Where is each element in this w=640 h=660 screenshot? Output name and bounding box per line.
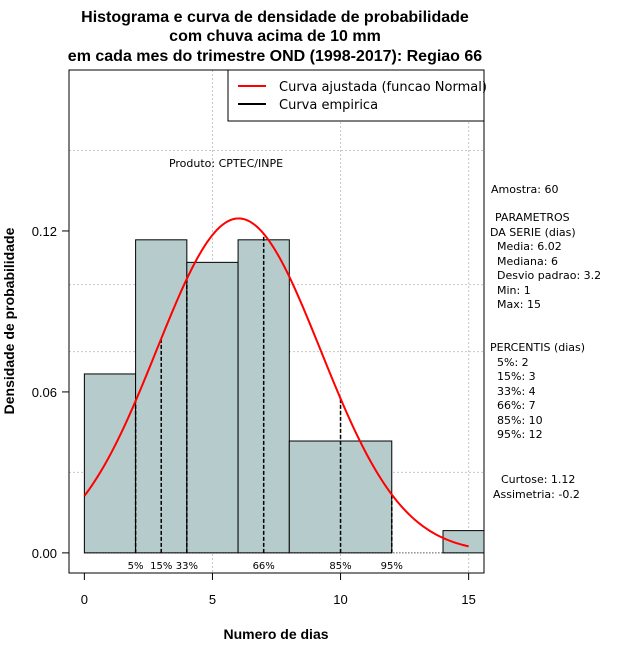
chart-title-line-3: em cada mes do trimestre OND (1998-2017)…	[68, 48, 483, 65]
percentil-95: 95%: 12	[497, 428, 543, 441]
percentil-33: 33%: 4	[497, 385, 536, 398]
kurtosis: Curtose: 1.12	[501, 473, 575, 486]
y-tick-label: 0.00	[32, 546, 57, 561]
legend: Curva ajustada (funcao Normal) Curva emp…	[227, 69, 487, 122]
percentile-lines: 5% 15% 33% 66% 85% 95%	[128, 233, 403, 572]
legend-label-normal: Curva ajustada (funcao Normal)	[279, 80, 487, 95]
y-tick-label: 0.06	[32, 385, 57, 400]
params-subtitle: DA SERIE (dias)	[490, 226, 576, 239]
histogram-bar	[186, 261, 239, 554]
percentile-label: 5%	[128, 561, 144, 572]
chart-title-line-1: Histograma e curva de densidade de proba…	[81, 9, 469, 26]
x-tick-label: 5	[209, 592, 216, 607]
y-tick-label: 0.12	[32, 224, 57, 239]
stat-sd: Desvio padrao: 3.2	[497, 269, 601, 282]
percentile-label: 95%	[381, 561, 403, 572]
percentile-label: 15%	[150, 561, 172, 572]
x-tick-label: 10	[333, 592, 347, 607]
legend-label-empirical: Curva empirica	[279, 98, 378, 113]
stat-mean: Media: 6.02	[497, 240, 562, 253]
y-axis-label: Densidade de probabilidade	[1, 227, 17, 414]
stat-max: Max: 15	[497, 298, 541, 311]
product-annotation: Produto: CPTEC/INPE	[169, 157, 283, 170]
percentile-label: 66%	[253, 561, 275, 572]
y-axis: 0.00 0.06 0.12	[32, 224, 69, 561]
statistics-panel: Amostra: 60 PARAMETROS DA SERIE (dias) M…	[490, 183, 601, 501]
normal-fit-curve	[83, 217, 469, 548]
percentis-title: PERCENTIS (dias)	[490, 341, 585, 354]
stat-median: Mediana: 6	[497, 255, 558, 268]
skewness: Assimetria: -0.2	[493, 488, 580, 501]
percentil-66: 66%: 7	[497, 399, 536, 412]
params-title: PARAMETROS	[495, 211, 570, 224]
percentile-label: 85%	[329, 561, 351, 572]
legend-box	[227, 69, 485, 122]
histogram-bar	[83, 373, 137, 554]
x-axis: 0 5 10 15	[81, 573, 476, 607]
percentile-label: 33%	[176, 561, 198, 572]
histogram-bar	[442, 530, 485, 554]
percentil-5: 5%: 2	[497, 356, 529, 369]
percentil-85: 85%: 10	[497, 414, 543, 427]
x-tick-label: 15	[461, 592, 475, 607]
x-axis-label: Numero de dias	[223, 626, 328, 642]
stat-min: Min: 1	[497, 284, 531, 297]
x-tick-label: 0	[81, 592, 88, 607]
histogram-bars	[83, 239, 485, 554]
chart-title-line-2: com chuva acima de 10 mm	[169, 28, 381, 45]
sample-size: Amostra: 60	[491, 183, 558, 196]
percentil-15: 15%: 3	[497, 370, 536, 383]
